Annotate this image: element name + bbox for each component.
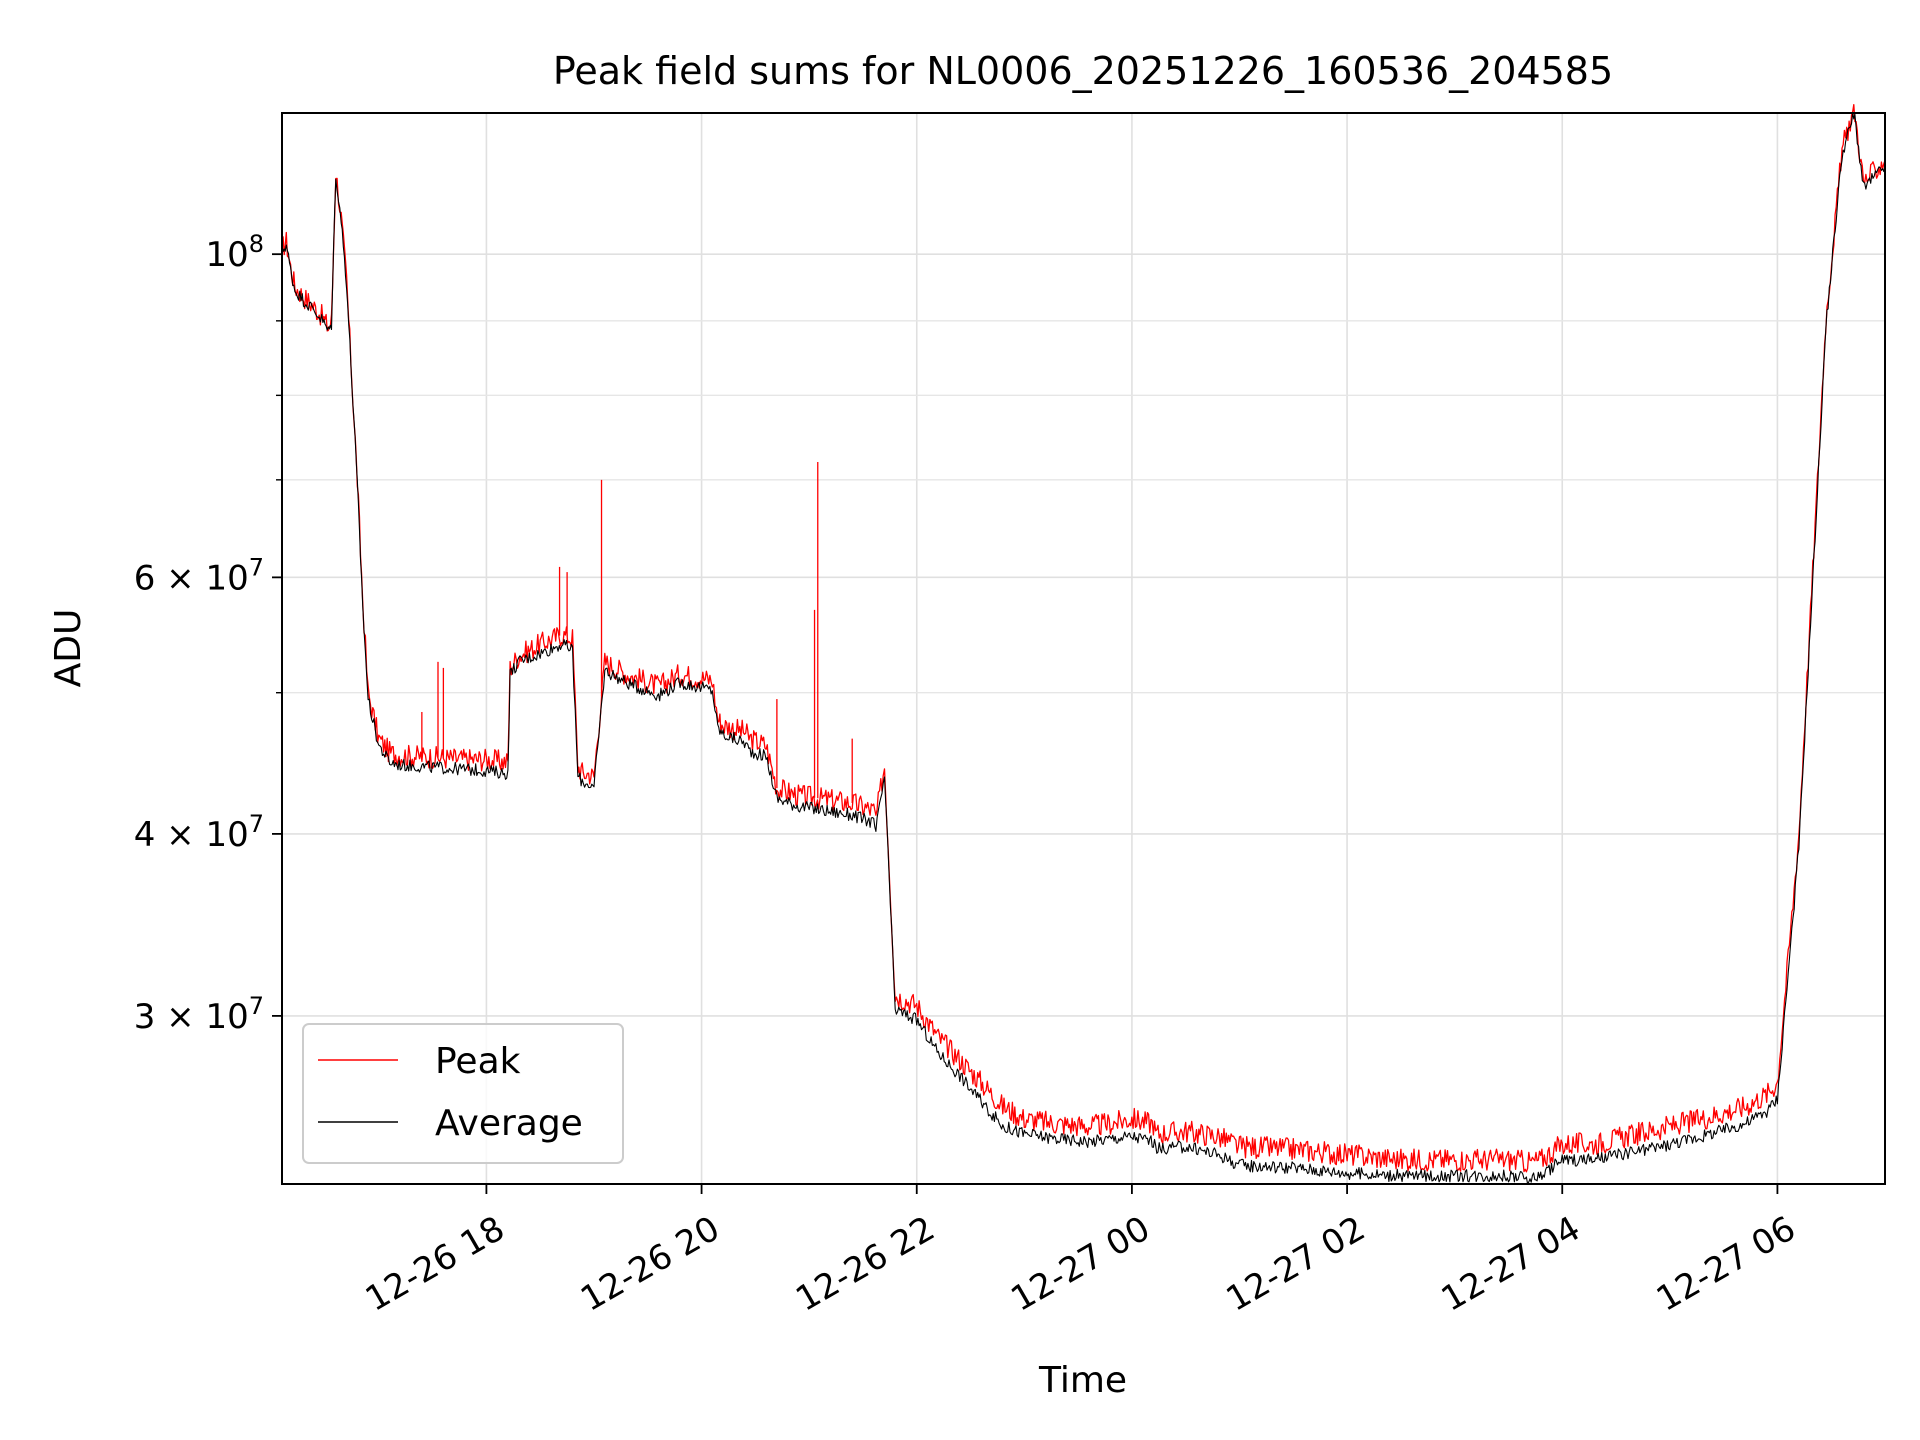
legend-average-label: Average [435, 1103, 583, 1144]
x-axis-label: Time [1038, 1360, 1127, 1401]
x-tick-label: 12-27 04 [1435, 1209, 1587, 1320]
x-tick-label: 12-27 02 [1220, 1209, 1372, 1320]
chart-title: Peak field sums for NL0006_20251226_1605… [553, 49, 1613, 93]
grid [282, 113, 1885, 1184]
series-layer [281, 103, 1886, 1185]
plot-frame [281, 112, 1886, 1185]
series-average-line [281, 112, 1886, 1185]
x-tick-label: 12-27 00 [1004, 1209, 1156, 1320]
series-peak-line [281, 103, 1886, 1173]
legend-peak-label: Peak [435, 1041, 521, 1082]
x-tick-label: 12-27 06 [1650, 1209, 1802, 1320]
y-tick-label: 3 × 107 [134, 992, 264, 1037]
legend-box [302, 1023, 624, 1164]
x-tick-label: 12-26 20 [574, 1209, 726, 1320]
x-tick-label: 12-26 22 [789, 1209, 941, 1320]
legend: Peak Average [302, 1023, 624, 1164]
y-tick-label: 6 × 107 [134, 553, 264, 598]
y-tick-label: 4 × 107 [134, 810, 264, 855]
x-tick-label: 12-26 18 [359, 1209, 511, 1320]
y-tick-label: 108 [205, 230, 264, 275]
y-axis-label: ADU [48, 609, 89, 688]
